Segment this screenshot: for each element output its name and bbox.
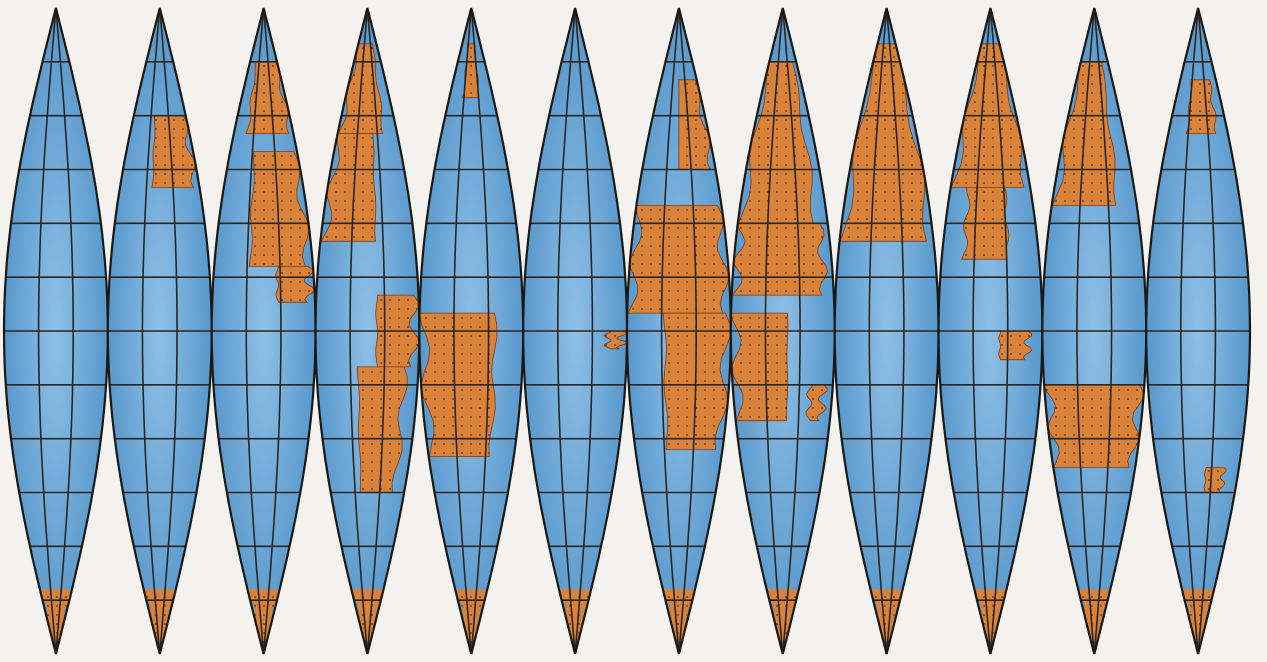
- meridian-line: [1197, 8, 1217, 654]
- antarctica-land: [974, 589, 1005, 654]
- gore-outline: [522, 7, 629, 655]
- meridian-line: [245, 8, 265, 654]
- globe-gore: [418, 7, 525, 655]
- land-mass: [1043, 384, 1144, 468]
- gore-outline: [2, 7, 109, 655]
- gore-outline: [833, 7, 940, 655]
- land-mass: [627, 205, 730, 314]
- globe-gore: [1145, 7, 1252, 655]
- antarctica-land: [766, 589, 798, 654]
- meridian-line: [262, 8, 282, 654]
- gore-outline: [1145, 7, 1252, 655]
- meridian-line: [764, 8, 784, 654]
- antarctica-land: [247, 589, 279, 654]
- meridian-line: [781, 8, 801, 654]
- gore-outline: [210, 7, 317, 655]
- gore-outline: [1041, 7, 1148, 655]
- land-mass: [662, 312, 731, 450]
- globe-gore: [522, 7, 629, 655]
- meridian-line: [470, 8, 490, 654]
- meridian-line: [141, 8, 161, 654]
- meridian-line: [1076, 8, 1096, 654]
- land-mass: [731, 222, 828, 296]
- globe-gore: [210, 7, 317, 655]
- meridian-line: [989, 8, 1009, 654]
- meridian-line: [159, 8, 178, 654]
- gore-outline: [625, 7, 732, 655]
- meridian-line: [453, 8, 473, 654]
- meridian-line: [557, 8, 576, 654]
- antarctica-land: [662, 589, 694, 654]
- antarctica-land: [870, 589, 902, 654]
- meridian-line: [660, 8, 680, 654]
- meridian-line: [972, 8, 992, 654]
- antarctica-land: [1078, 589, 1109, 654]
- antarctica-land: [351, 589, 382, 654]
- land-mass: [275, 266, 315, 303]
- globe-gore: [106, 7, 213, 655]
- meridian-line: [349, 8, 369, 654]
- globe-gore: [833, 7, 940, 655]
- globe-gore: [1041, 7, 1148, 655]
- meridian-line: [678, 8, 697, 654]
- meridian-line: [885, 8, 905, 654]
- antarctica-land: [39, 589, 71, 654]
- gore-outline: [418, 7, 525, 655]
- meridian-line: [868, 8, 888, 654]
- meridian-line: [574, 8, 594, 654]
- globe-gore: [314, 7, 421, 655]
- meridian-line: [1093, 8, 1113, 654]
- globe-gore: [625, 7, 732, 655]
- antarctica-land: [1182, 589, 1213, 654]
- antarctica-land: [455, 589, 486, 654]
- land-mass: [248, 151, 310, 267]
- globe-gore: [2, 7, 109, 655]
- globe-gore: [729, 7, 836, 655]
- land-mass: [805, 384, 828, 422]
- antarctica-land: [559, 589, 590, 654]
- meridian-line: [55, 8, 74, 654]
- meridian-line: [1180, 8, 1199, 654]
- land-mass: [839, 43, 927, 242]
- gore-outline: [729, 7, 836, 655]
- gore-outline: [937, 7, 1044, 655]
- globe-gore: [937, 7, 1044, 655]
- gore-outline: [106, 7, 213, 655]
- antarctica-land: [143, 589, 175, 654]
- gore-outline: [314, 7, 421, 655]
- meridian-line: [37, 8, 57, 654]
- land-mass: [603, 330, 627, 350]
- meridian-line: [366, 8, 386, 654]
- land-mass: [320, 133, 377, 242]
